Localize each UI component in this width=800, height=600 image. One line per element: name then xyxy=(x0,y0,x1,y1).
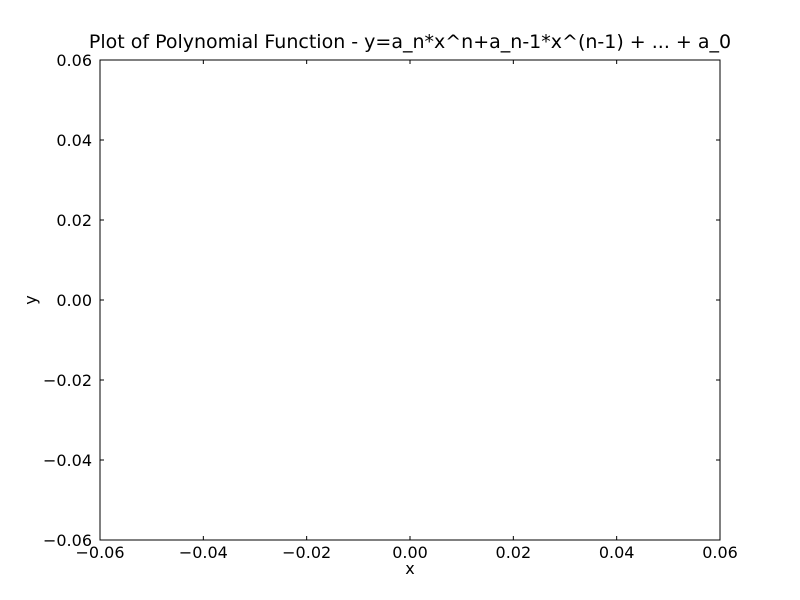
y-tick-label: −0.02 xyxy=(43,371,92,390)
y-axis: −0.06 −0.04 −0.02 0.00 0.02 0.04 0.06 xyxy=(43,51,720,550)
x-tick-label: 0.06 xyxy=(702,543,738,562)
x-tick-label: 0.00 xyxy=(392,543,428,562)
x-tick-label: 0.04 xyxy=(599,543,635,562)
y-tick-label: 0.00 xyxy=(56,291,92,310)
plot-area xyxy=(100,60,720,540)
x-axis: −0.06 −0.04 −0.02 0.00 0.02 0.04 0.06 xyxy=(75,60,738,562)
x-tick-label: −0.04 xyxy=(179,543,228,562)
y-tick-label: 0.02 xyxy=(56,211,92,230)
chart-title: Plot of Polynomial Function - y=a_n*x^n+… xyxy=(89,31,731,53)
plot-frame xyxy=(99,59,721,541)
y-axis-label: y xyxy=(21,295,40,304)
y-tick-label: 0.04 xyxy=(56,131,92,150)
x-axis-label: x xyxy=(405,559,414,578)
y-tick-label: −0.04 xyxy=(43,451,92,470)
x-tick-label: −0.06 xyxy=(75,543,124,562)
y-tick-label: −0.06 xyxy=(43,531,92,550)
x-tick-label: −0.02 xyxy=(282,543,331,562)
plot-background xyxy=(100,60,720,540)
x-tick-label: 0.02 xyxy=(496,543,532,562)
y-tick-label: 0.06 xyxy=(56,51,92,70)
